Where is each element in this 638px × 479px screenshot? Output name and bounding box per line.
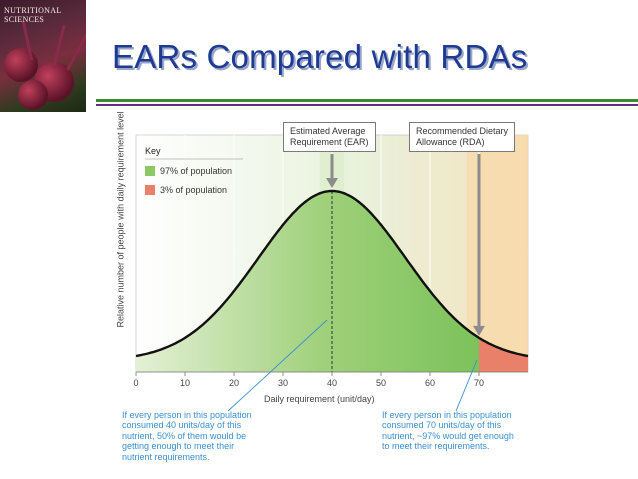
distribution-curve — [135, 189, 529, 358]
key-swatch-97 — [145, 166, 155, 176]
x-tick-label-40: 40 — [326, 378, 337, 388]
book-cover-image: NUTRITIONAL SCIENCES — [0, 0, 86, 112]
x-tick-label-30: 30 — [277, 378, 288, 388]
ear-label-box: Estimated Average Requirement (EAR) — [283, 122, 376, 152]
x-tick-label-0: 0 — [133, 378, 139, 388]
arrow-head — [473, 325, 485, 336]
x-tick-label-50: 50 — [375, 378, 386, 388]
rda-annotation-leader — [455, 359, 478, 412]
arrow-head — [326, 178, 338, 188]
x-tick-label-20: 20 — [228, 378, 239, 388]
ear-arrow — [326, 154, 338, 188]
slide-title: EARs Compared with RDAs — [112, 38, 528, 75]
area-3-percent — [479, 337, 528, 372]
area-97-percent — [136, 191, 479, 372]
key-label-3: 3% of population — [160, 185, 228, 195]
rda-arrow — [473, 154, 485, 336]
rda-annotation: If every person in this population consu… — [382, 410, 514, 452]
rda-label-box: Recommended Dietary Allowance (RDA) — [409, 122, 516, 152]
ear-annotation-leader — [227, 319, 328, 412]
ear-annotation: If every person in this population consu… — [122, 410, 252, 462]
rda-highlight-band — [466, 135, 528, 372]
x-axis-label: Daily requirement (unit/day) — [264, 394, 375, 404]
x-tick-label-10: 10 — [179, 378, 190, 388]
book-cover-title: NUTRITIONAL SCIENCES — [4, 6, 62, 24]
x-tick-label-70: 70 — [473, 378, 484, 388]
y-axis-label: Relative number of people with daily req… — [115, 111, 126, 328]
x-axis-ticks — [135, 372, 480, 376]
x-tick-label-60: 60 — [424, 378, 435, 388]
key-label-97: 97% of population — [160, 166, 233, 176]
key-swatch-3 — [145, 185, 155, 195]
title-rule-purple — [96, 104, 638, 106]
title-rule-green — [96, 99, 638, 102]
key-title: Key — [145, 146, 161, 156]
